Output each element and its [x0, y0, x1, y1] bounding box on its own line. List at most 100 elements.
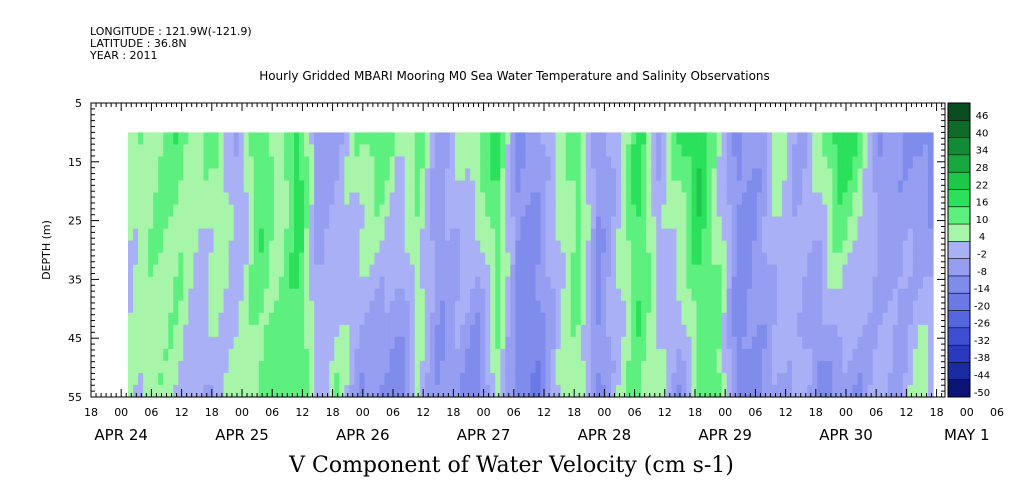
- heatmap-cell: [807, 192, 813, 206]
- heatmap-cell: [258, 168, 265, 182]
- heatmap-cell: [555, 180, 562, 194]
- heatmap-cell: [198, 144, 205, 158]
- heatmap-cell: [756, 204, 763, 218]
- heatmap-cell: [253, 180, 260, 194]
- heatmap-cell: [434, 168, 441, 182]
- heatmap-cell: [419, 372, 426, 386]
- heatmap-cell: [369, 384, 376, 398]
- x-hour-label: 00: [839, 406, 853, 419]
- heatmap-cell: [872, 312, 879, 326]
- heatmap-cell: [907, 384, 914, 398]
- heatmap-cell: [188, 192, 195, 206]
- heatmap-cell: [651, 336, 657, 350]
- heatmap-cell: [897, 312, 904, 326]
- heatmap-cell: [575, 132, 582, 146]
- heatmap-cell: [701, 180, 708, 194]
- heatmap-cell: [339, 216, 345, 230]
- heatmap-cell: [882, 336, 889, 350]
- heatmap-cell: [138, 144, 144, 158]
- heatmap-cell: [912, 288, 919, 302]
- heatmap-cell: [746, 300, 753, 314]
- heatmap-cell: [138, 168, 144, 182]
- heatmap-cell: [500, 132, 506, 146]
- heatmap-cell: [827, 216, 833, 230]
- heatmap-cell: [168, 264, 174, 278]
- heatmap-cell: [671, 156, 678, 170]
- heatmap-cell: [268, 252, 275, 266]
- heatmap-cell: [485, 288, 491, 302]
- heatmap-cell: [751, 192, 758, 206]
- heatmap-cell: [505, 252, 511, 266]
- heatmap-cell: [782, 264, 788, 278]
- heatmap-cell: [832, 192, 839, 206]
- heatmap-cell: [334, 384, 340, 398]
- heatmap-cell: [842, 348, 849, 362]
- heatmap-cell: [545, 204, 552, 218]
- heatmap-cell: [374, 228, 381, 242]
- heatmap-cell: [510, 156, 517, 170]
- heatmap-cell: [907, 156, 914, 170]
- heatmap-cell: [414, 168, 421, 182]
- heatmap-cell: [394, 168, 401, 182]
- heatmap-cell: [263, 384, 270, 398]
- heatmap-cell: [460, 288, 466, 302]
- heatmap-cell: [671, 336, 678, 350]
- heatmap-cell: [228, 372, 235, 386]
- heatmap-cell: [777, 156, 783, 170]
- heatmap-cell: [450, 132, 456, 146]
- heatmap-cell: [736, 300, 743, 314]
- heatmap-cell: [309, 300, 315, 314]
- heatmap-cell: [580, 384, 587, 398]
- heatmap-cell: [585, 372, 592, 386]
- heatmap-cell: [243, 216, 250, 230]
- heatmap-cell: [178, 180, 184, 194]
- x-hour-label: 06: [144, 406, 158, 419]
- heatmap-cell: [701, 264, 708, 278]
- heatmap-cell: [736, 216, 743, 230]
- heatmap-cell: [711, 384, 718, 398]
- heatmap-cell: [153, 216, 159, 230]
- heatmap-cell: [897, 324, 904, 338]
- heatmap-cell: [500, 288, 506, 302]
- heatmap-cell: [585, 384, 592, 398]
- heatmap-cell: [148, 156, 154, 170]
- heatmap-cell: [616, 144, 622, 158]
- heatmap-cell: [404, 348, 411, 362]
- heatmap-cell: [616, 348, 622, 362]
- heatmap-cell: [465, 348, 471, 362]
- heatmap-cell: [797, 228, 803, 242]
- heatmap-cell: [233, 384, 240, 398]
- heatmap-cell: [917, 300, 924, 314]
- heatmap-cell: [203, 156, 210, 170]
- heatmap-cell: [258, 348, 265, 362]
- heatmap-cell: [128, 168, 134, 182]
- heatmap-cell: [203, 312, 210, 326]
- heatmap-cell: [404, 204, 411, 218]
- heatmap-cell: [766, 132, 773, 146]
- heatmap-cell: [515, 156, 522, 170]
- heatmap-cell: [294, 216, 300, 230]
- heatmap-cell: [439, 180, 446, 194]
- heatmap-cell: [480, 360, 486, 374]
- heatmap-cell: [590, 348, 597, 362]
- heatmap-cell: [153, 144, 159, 158]
- heatmap-cell: [253, 324, 260, 338]
- heatmap-cell: [882, 264, 889, 278]
- heatmap-cell: [626, 252, 632, 266]
- heatmap-cell: [183, 372, 189, 386]
- heatmap-cell: [756, 228, 763, 242]
- heatmap-cell: [661, 216, 667, 230]
- heatmap-cell: [605, 300, 612, 314]
- heatmap-cell: [852, 252, 859, 266]
- heatmap-cell: [927, 360, 934, 374]
- colorbar-label: -8: [977, 267, 987, 278]
- heatmap-cell: [248, 348, 255, 362]
- heatmap-cell: [379, 192, 386, 206]
- heatmap-cell: [439, 300, 446, 314]
- heatmap-cell: [324, 156, 330, 170]
- heatmap-cell: [455, 348, 461, 362]
- heatmap-cell: [575, 252, 582, 266]
- heatmap-cell: [485, 240, 491, 254]
- heatmap-cell: [641, 132, 647, 146]
- heatmap-cell: [792, 264, 798, 278]
